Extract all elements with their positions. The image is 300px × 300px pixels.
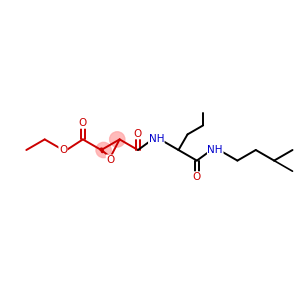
Circle shape bbox=[110, 132, 125, 147]
Text: O: O bbox=[134, 129, 142, 139]
Text: O: O bbox=[59, 145, 67, 155]
Text: NH: NH bbox=[208, 145, 223, 155]
Text: O: O bbox=[106, 155, 115, 165]
Text: NH: NH bbox=[148, 134, 164, 144]
Text: O: O bbox=[193, 172, 201, 182]
Text: O: O bbox=[79, 118, 87, 128]
Circle shape bbox=[96, 142, 111, 158]
